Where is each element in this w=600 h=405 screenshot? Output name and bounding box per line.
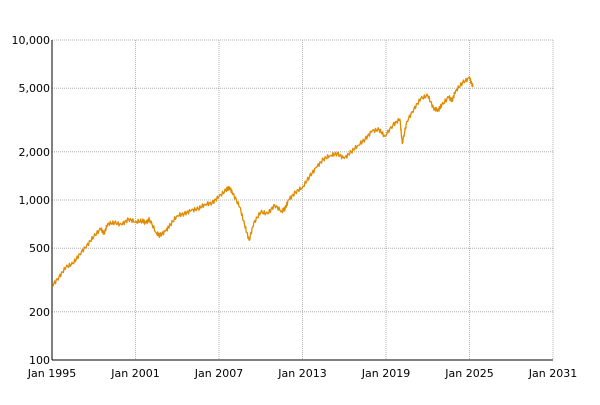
y-axis-ticks: 100 200 500 1,000 2,000 5,000 10,000 (12, 34, 51, 367)
y-tick-label: 1,000 (19, 194, 51, 207)
x-tick-label: Jan 2025 (444, 367, 493, 380)
grid-lines (51, 39, 554, 361)
x-axis-ticks: Jan 1995 Jan 2001 Jan 2007 Jan 2013 Jan 2019… (27, 367, 577, 380)
x-tick-label: Jan 2031 (528, 367, 577, 380)
y-tick-label: 5,000 (19, 82, 51, 95)
x-tick-label: Jan 2019 (361, 367, 410, 380)
y-tick-label: 200 (29, 306, 50, 319)
series-line (51, 76, 474, 288)
y-tick-label: 500 (29, 242, 50, 255)
series-lines (51, 76, 474, 288)
x-tick-label: Jan 2007 (194, 367, 243, 380)
y-tick-label: 100 (29, 354, 50, 367)
x-tick-label: Jan 2013 (277, 367, 326, 380)
y-tick-label: 2,000 (19, 146, 51, 159)
y-tick-label: 10,000 (12, 34, 51, 47)
x-tick-label: Jan 2001 (110, 367, 159, 380)
x-tick-label: Jan 1995 (27, 367, 76, 380)
